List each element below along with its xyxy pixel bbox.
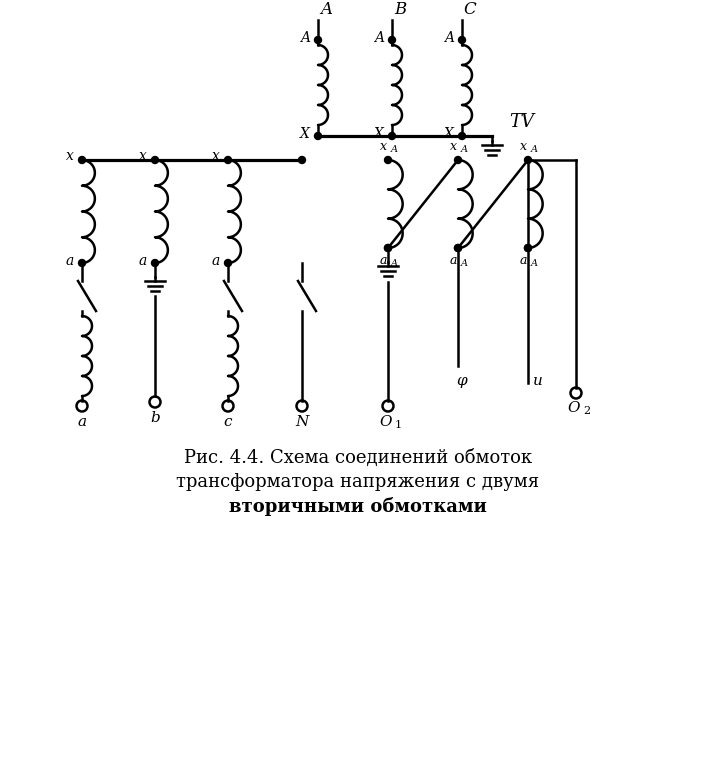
Text: A: A xyxy=(461,145,468,154)
Circle shape xyxy=(314,37,321,44)
Circle shape xyxy=(458,133,465,140)
Text: X: X xyxy=(444,127,454,141)
Text: a: a xyxy=(449,254,457,267)
Text: u: u xyxy=(533,374,543,388)
Text: a: a xyxy=(379,254,387,267)
Text: вторичными обмотками: вторичными обмотками xyxy=(229,496,487,515)
Text: x: x xyxy=(139,149,147,163)
Circle shape xyxy=(79,157,85,164)
Text: a: a xyxy=(139,254,147,268)
Text: A: A xyxy=(300,31,310,45)
Circle shape xyxy=(384,157,392,164)
Text: x: x xyxy=(450,141,457,154)
Text: a: a xyxy=(66,254,74,268)
Text: x: x xyxy=(520,141,526,154)
Text: 1: 1 xyxy=(395,420,402,430)
Circle shape xyxy=(455,157,462,164)
Text: B: B xyxy=(394,2,406,18)
Text: x: x xyxy=(379,141,387,154)
Text: A: A xyxy=(461,260,468,269)
Circle shape xyxy=(458,37,465,44)
Text: TV: TV xyxy=(510,113,535,131)
Circle shape xyxy=(225,260,231,266)
Text: A: A xyxy=(531,145,538,154)
Circle shape xyxy=(389,133,395,140)
Text: X: X xyxy=(300,127,310,141)
Text: A: A xyxy=(444,31,454,45)
Text: a: a xyxy=(212,254,220,268)
Text: c: c xyxy=(223,415,232,429)
Text: O: O xyxy=(379,415,392,429)
Circle shape xyxy=(314,133,321,140)
Text: a: a xyxy=(77,415,87,429)
Text: φ: φ xyxy=(457,374,468,388)
Text: N: N xyxy=(295,415,309,429)
Text: A: A xyxy=(531,260,538,269)
Circle shape xyxy=(525,244,531,251)
Circle shape xyxy=(455,244,462,251)
Circle shape xyxy=(79,260,85,266)
Text: b: b xyxy=(150,411,160,425)
Circle shape xyxy=(525,157,531,164)
Circle shape xyxy=(389,37,395,44)
Text: A: A xyxy=(374,31,384,45)
Text: A: A xyxy=(391,145,398,154)
Text: A: A xyxy=(320,2,332,18)
Circle shape xyxy=(525,244,531,251)
Text: C: C xyxy=(464,2,476,18)
Circle shape xyxy=(299,157,306,164)
Circle shape xyxy=(225,157,231,164)
Circle shape xyxy=(384,244,392,251)
Text: A: A xyxy=(391,260,398,269)
Text: Рис. 4.4. Схема соединений обмоток: Рис. 4.4. Схема соединений обмоток xyxy=(184,449,532,467)
Circle shape xyxy=(152,157,158,164)
Text: a: a xyxy=(519,254,527,267)
Circle shape xyxy=(384,244,392,251)
Circle shape xyxy=(152,260,158,266)
Text: X: X xyxy=(374,127,384,141)
Text: O: O xyxy=(568,401,580,415)
Text: 2: 2 xyxy=(583,406,590,416)
Text: трансформатора напряжения с двумя: трансформатора напряжения с двумя xyxy=(176,473,540,491)
Text: x: x xyxy=(212,149,220,163)
Text: x: x xyxy=(66,149,74,163)
Circle shape xyxy=(455,244,462,251)
